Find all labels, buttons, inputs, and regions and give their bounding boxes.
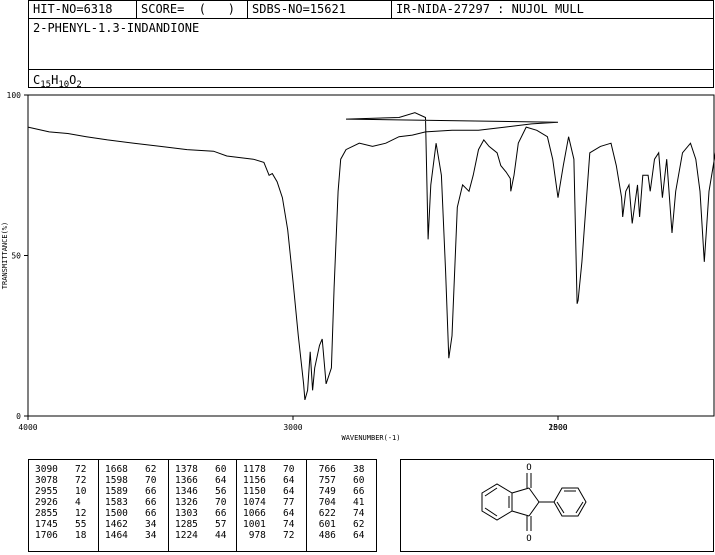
x-tick-label: 4000: [18, 423, 37, 432]
peak-table-row: 2926 4: [35, 497, 81, 508]
peak-table-row: 1150 64: [243, 486, 295, 497]
peak-table-row: 1745 55: [35, 519, 87, 530]
hit-number: HIT-NO=6318: [29, 1, 137, 18]
peak-table-row: 1074 77: [243, 497, 295, 508]
sdbs-number: SDBS-NO=15621: [248, 1, 392, 18]
peak-table-row: 1464 34: [105, 530, 157, 541]
peak-table-row: 1668 62: [105, 464, 157, 475]
peak-table-column: 1668 62 1598 70 1589 66 1583 66 1500 66 1462 …: [99, 460, 169, 551]
peak-table-row: 1346 56: [175, 486, 227, 497]
x-axis-label: WAVENUMBER(-1): [341, 434, 400, 442]
ir-spectrum-chart: 40003000200015001000500100500 WAVENUMBER…: [1, 91, 715, 442]
formula-box: C15H10O2: [29, 69, 713, 90]
compound-name: 2-PHENYL-1.3-INDANDIONE: [33, 21, 200, 35]
chart-ticks: 40003000200015001000500100500: [7, 91, 568, 432]
peak-table-column: 1178 70 1156 64 1150 64 1074 77 1066 64 1001 …: [237, 460, 307, 551]
peak-table-row: 1066 64: [243, 508, 295, 519]
score: SCORE= ( ): [137, 1, 248, 18]
peak-table-row: 749 66: [313, 486, 365, 497]
molecular-formula: C15H10O2: [33, 73, 82, 90]
peak-table-row: 1326 70: [175, 497, 227, 508]
peak-table-column: 1378 60 1366 64 1346 56 1326 70 1303 66 1285 …: [169, 460, 237, 551]
peak-table-row: 2855 12: [35, 508, 87, 519]
peak-table-row: 766 38: [313, 464, 365, 475]
peak-table-row: 1589 66: [105, 486, 157, 497]
peak-table-row: 1285 57: [175, 519, 227, 530]
peak-table-row: 1366 64: [175, 475, 227, 486]
y-tick-label: 0: [16, 412, 21, 421]
peak-table-row: 978 72: [243, 530, 295, 541]
ir-nida-method: IR-NIDA-27297 : NUJOL MULL: [396, 2, 584, 16]
peak-table-row: 1001 74: [243, 519, 295, 530]
peak-table-row: 704 41: [313, 497, 365, 508]
x-tick-label: 1500: [548, 423, 567, 432]
peak-table-row: 757 60: [313, 475, 365, 486]
peak-table-column: 766 38 757 60 749 66 704 41 622 74 601 6…: [307, 460, 376, 551]
peak-table-row: 622 74: [313, 508, 365, 519]
peak-table-row: 1378 60: [175, 464, 227, 475]
y-axis-label: TRANSMITTANCE(%): [1, 222, 9, 289]
x-tick-label: 3000: [283, 423, 302, 432]
peak-table-row: 3090 72: [35, 464, 87, 475]
spectrum-line: [27, 112, 715, 401]
spectrum-header: HIT-NO=6318 SCORE= ( ) SDBS-NO=15621 IR-…: [28, 0, 714, 90]
peak-table-row: 1598 70: [105, 475, 157, 486]
peak-table-row: 486 64: [313, 530, 365, 541]
oxygen-label-top: O: [526, 463, 531, 473]
peak-table-row: 1500 66: [105, 508, 157, 519]
peak-table-row: 1178 70: [243, 464, 295, 475]
peak-table-row: 1303 66: [175, 508, 227, 519]
peak-table-row: 2955 10: [35, 486, 87, 497]
oxygen-label-bottom: O: [526, 534, 531, 544]
y-tick-label: 50: [11, 252, 21, 261]
peak-table: 3090 72 3078 72 2955 10 2926 4 2855 12 1745 5…: [28, 459, 377, 552]
peak-table-column: 3090 72 3078 72 2955 10 2926 4 2855 12 1745 5…: [29, 460, 99, 551]
peak-table-row: 1706 18: [35, 530, 87, 541]
header-row: HIT-NO=6318 SCORE= ( ) SDBS-NO=15621 IR-…: [29, 1, 713, 19]
peak-table-row: 1462 34: [105, 519, 157, 530]
peak-table-row: 601 62: [313, 519, 365, 530]
x-tick-label: 2000: [548, 423, 567, 432]
structure-panel: O O: [400, 459, 714, 552]
molecule-structure-drawing: O O: [481, 463, 587, 544]
peak-table-row: 3078 72: [35, 475, 87, 486]
peak-table-row: 1583 66: [105, 497, 157, 508]
peak-table-row: 1156 64: [243, 475, 295, 486]
y-tick-label: 100: [7, 91, 22, 100]
peak-table-row: 1224 44: [175, 530, 227, 541]
